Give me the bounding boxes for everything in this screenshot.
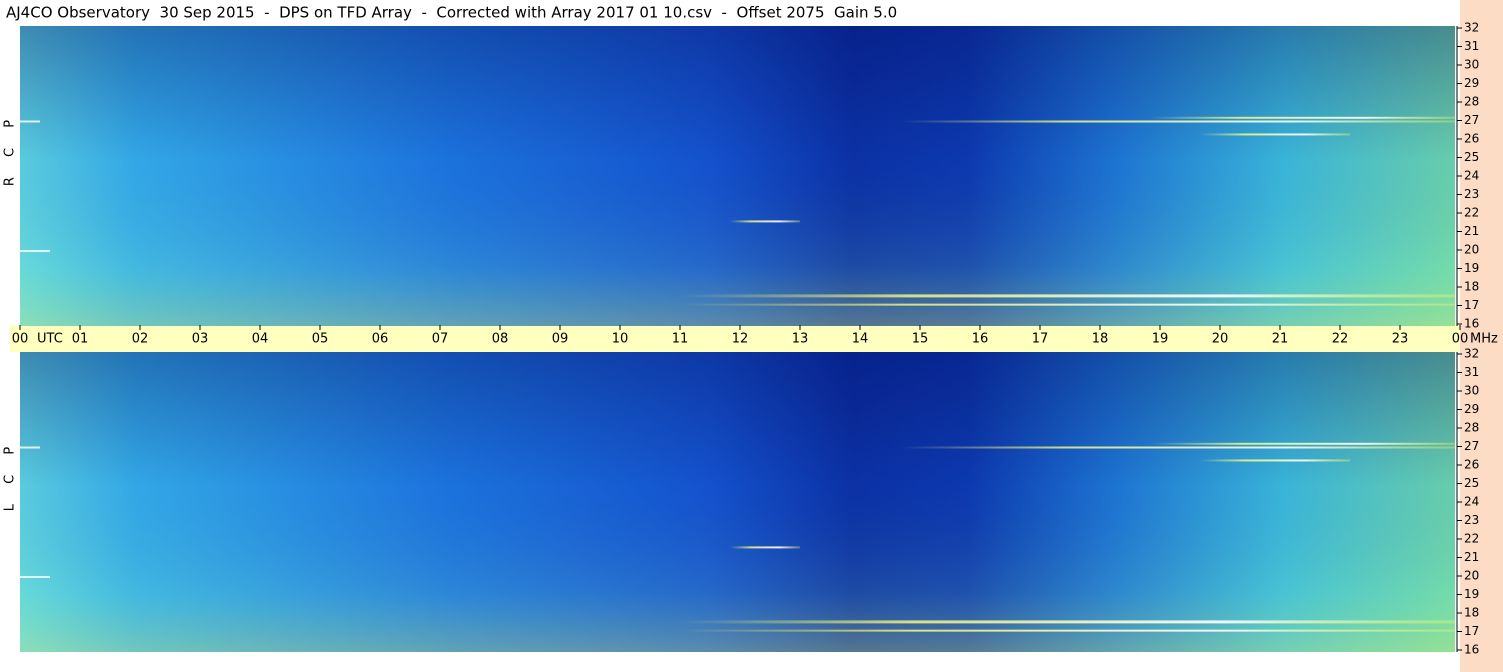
emission-streak (1150, 116, 1455, 119)
spectrogram-shade (20, 26, 1455, 326)
panel-label: L C P (3, 439, 18, 511)
x-tick-label: 19 (1152, 332, 1169, 347)
emission-streak (680, 294, 1455, 298)
y-tick-label: 32 (1464, 347, 1479, 361)
y-tick-label: 19 (1464, 261, 1479, 275)
x-tick-label: 04 (252, 332, 269, 347)
y-tick-label: 28 (1464, 421, 1479, 435)
y-tick-label: 16 (1464, 643, 1479, 657)
emission-streak (680, 620, 1455, 624)
x-tick-label: 10 (612, 332, 629, 347)
emission-streak (730, 220, 800, 223)
y-tick-label: 24 (1464, 169, 1479, 183)
x-tick-label: 08 (492, 332, 509, 347)
y-tick-label: 26 (1464, 458, 1479, 472)
y-tick-label: 27 (1464, 113, 1479, 127)
y-tick-label: 29 (1464, 76, 1479, 90)
x-tick-label: 07 (432, 332, 449, 347)
y-tick-label: 20 (1464, 243, 1479, 257)
y-tick-label: 21 (1464, 550, 1479, 564)
emission-streak (680, 303, 1455, 306)
x-tick-label: 01 (72, 332, 89, 347)
y-tick-label: 28 (1464, 95, 1479, 109)
emission-streak (900, 446, 1455, 449)
emission-streak (20, 576, 50, 578)
x-tick-label: 03 (192, 332, 209, 347)
x-tick-label: 05 (312, 332, 329, 347)
x-tick-label: 16 (972, 332, 989, 347)
emission-streak (1200, 133, 1350, 136)
emission-streak (20, 120, 40, 123)
y-tick-label: 29 (1464, 402, 1479, 416)
panel-label: R C P (3, 112, 18, 186)
chart-title: AJ4CO Observatory 30 Sep 2015 - DPS on T… (6, 4, 897, 22)
emission-streak (1200, 459, 1350, 462)
y-tick-label: 16 (1464, 317, 1479, 331)
y-tick-label: 18 (1464, 280, 1479, 294)
y-tick-label: 30 (1464, 58, 1479, 72)
x-tick-label: 13 (792, 332, 809, 347)
y-tick-label: 27 (1464, 439, 1479, 453)
y-tick-label: 19 (1464, 587, 1479, 601)
x-tick-label: 02 (132, 332, 149, 347)
emission-streak (680, 629, 1455, 632)
x-tick-label: 15 (912, 332, 929, 347)
x-tick-label: 14 (852, 332, 869, 347)
x-tick-label: 20 (1212, 332, 1229, 347)
y-tick-label: 31 (1464, 365, 1479, 379)
x-tick-label: 00 (1452, 332, 1469, 347)
y-tick-label: 17 (1464, 298, 1479, 312)
x-tick-label: 09 (552, 332, 569, 347)
emission-streak (900, 120, 1455, 123)
x-tick-label: 22 (1332, 332, 1349, 347)
x-tick-label: 12 (732, 332, 749, 347)
emission-streak (1150, 442, 1455, 445)
x-tick-label: 00 (12, 332, 29, 347)
y-unit-label: MHz (1470, 332, 1498, 347)
axis-strip (1460, 0, 1503, 672)
y-tick-label: 25 (1464, 150, 1479, 164)
y-tick-label: 25 (1464, 476, 1479, 490)
y-tick-label: 26 (1464, 132, 1479, 146)
y-tick-label: 18 (1464, 606, 1479, 620)
spectrogram-shade (20, 352, 1455, 652)
emission-streak (20, 446, 40, 449)
y-tick-label: 30 (1464, 384, 1479, 398)
y-tick-label: 31 (1464, 39, 1479, 53)
y-tick-label: 32 (1464, 21, 1479, 35)
emission-streak (20, 250, 50, 252)
x-tick-label: 17 (1032, 332, 1049, 347)
x-tick-label: 11 (672, 332, 689, 347)
x-unit-label: UTC (37, 332, 63, 347)
y-tick-label: 20 (1464, 569, 1479, 583)
x-tick-label: 21 (1272, 332, 1289, 347)
emission-streak (730, 546, 800, 549)
y-tick-label: 21 (1464, 224, 1479, 238)
y-tick-label: 22 (1464, 532, 1479, 546)
y-tick-label: 22 (1464, 206, 1479, 220)
y-tick-label: 17 (1464, 624, 1479, 638)
y-tick-label: 23 (1464, 513, 1479, 527)
y-tick-label: 24 (1464, 495, 1479, 509)
x-tick-label: 06 (372, 332, 389, 347)
x-tick-label: 18 (1092, 332, 1109, 347)
x-tick-label: 23 (1392, 332, 1409, 347)
y-tick-label: 23 (1464, 187, 1479, 201)
time-band (10, 325, 1460, 352)
